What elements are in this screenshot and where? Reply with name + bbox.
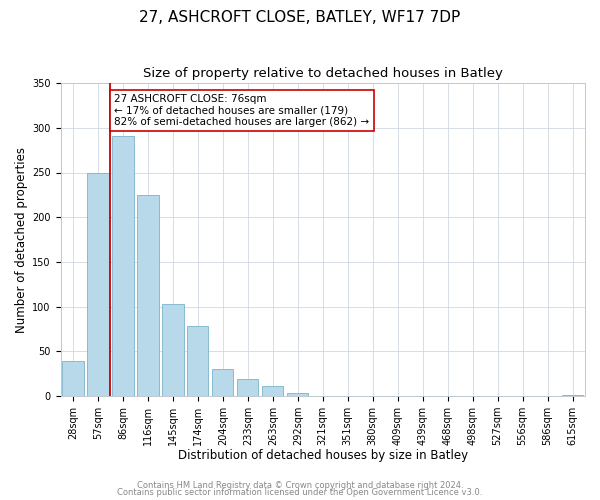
Bar: [262, 386, 283, 396]
Text: Contains public sector information licensed under the Open Government Licence v3: Contains public sector information licen…: [118, 488, 482, 497]
Bar: [112, 136, 134, 396]
Y-axis label: Number of detached properties: Number of detached properties: [15, 146, 28, 332]
Bar: [187, 326, 208, 396]
Bar: [162, 304, 184, 396]
Bar: [562, 395, 583, 396]
Bar: [287, 392, 308, 396]
Text: 27, ASHCROFT CLOSE, BATLEY, WF17 7DP: 27, ASHCROFT CLOSE, BATLEY, WF17 7DP: [139, 10, 461, 25]
Bar: [88, 172, 109, 396]
Bar: [62, 361, 83, 396]
Bar: [137, 195, 158, 396]
X-axis label: Distribution of detached houses by size in Batley: Distribution of detached houses by size …: [178, 450, 468, 462]
Text: 27 ASHCROFT CLOSE: 76sqm
← 17% of detached houses are smaller (179)
82% of semi-: 27 ASHCROFT CLOSE: 76sqm ← 17% of detach…: [114, 94, 370, 127]
Bar: [212, 370, 233, 396]
Title: Size of property relative to detached houses in Batley: Size of property relative to detached ho…: [143, 68, 503, 80]
Bar: [237, 379, 259, 396]
Text: Contains HM Land Registry data © Crown copyright and database right 2024.: Contains HM Land Registry data © Crown c…: [137, 480, 463, 490]
